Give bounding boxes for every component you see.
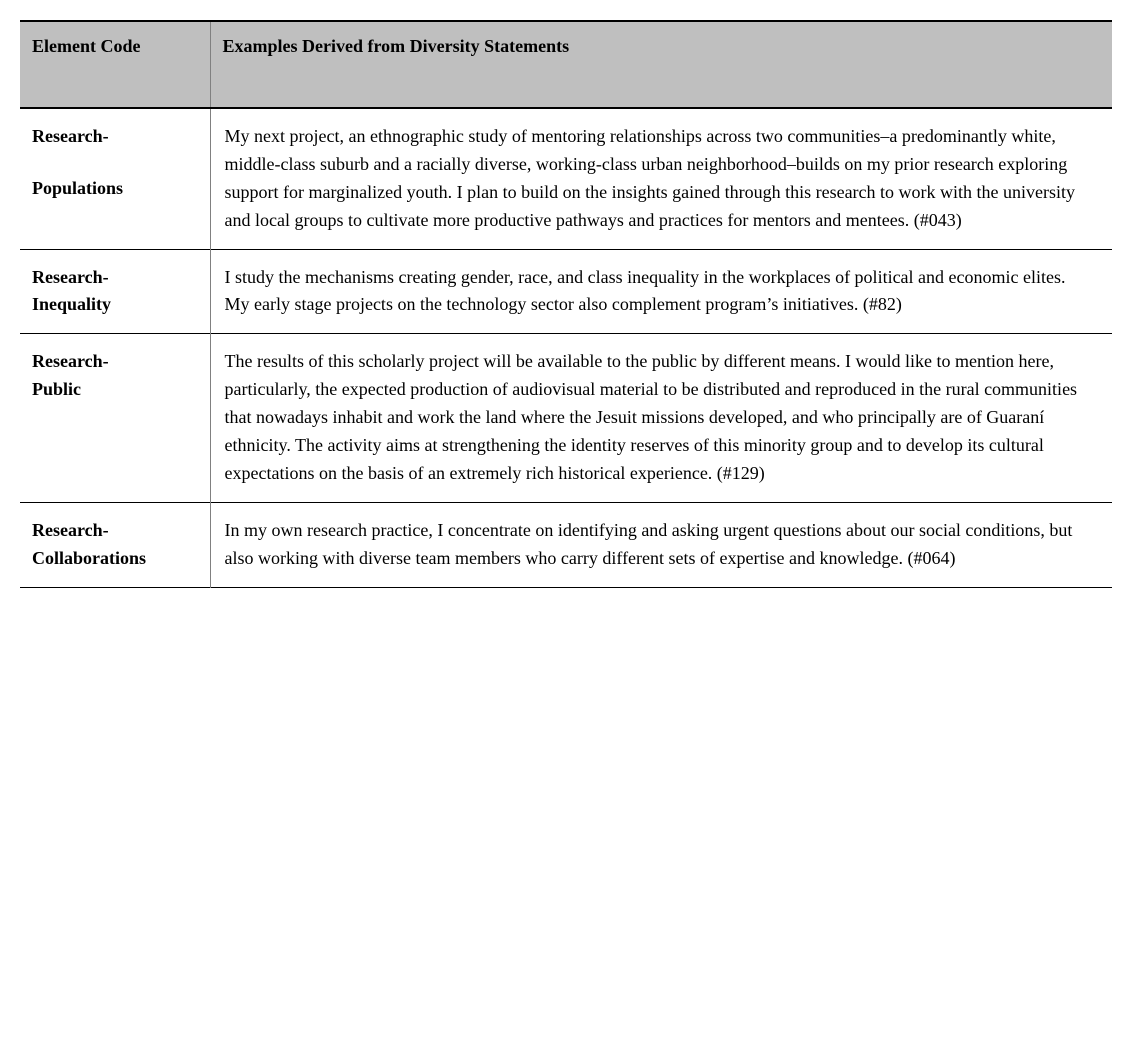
code-line2: Public — [32, 376, 198, 404]
code-line2: Collaborations — [32, 545, 198, 573]
table-row: Research- Populations My next project, a… — [20, 108, 1112, 249]
col-header-element-code: Element Code — [20, 21, 210, 108]
code-line2: Populations — [32, 175, 198, 203]
example-cell: I study the mechanisms creating gender, … — [210, 249, 1112, 334]
table-row: Research- Inequality I study the mechani… — [20, 249, 1112, 334]
table-header-row: Element Code Examples Derived from Diver… — [20, 21, 1112, 108]
table-row: Research- Collaborations In my own resea… — [20, 502, 1112, 587]
element-code-cell: Research- Collaborations — [20, 502, 210, 587]
code-line1: Research- — [32, 264, 198, 292]
code-line2: Inequality — [32, 291, 198, 319]
element-code-cell: Research- Populations — [20, 108, 210, 249]
example-cell: The results of this scholarly project wi… — [210, 334, 1112, 502]
col-header-examples: Examples Derived from Diversity Statemen… — [210, 21, 1112, 108]
code-spacer — [32, 151, 198, 175]
example-cell: My next project, an ethnographic study o… — [210, 108, 1112, 249]
diversity-examples-table: Element Code Examples Derived from Diver… — [20, 20, 1112, 588]
element-code-cell: Research- Public — [20, 334, 210, 502]
element-code-cell: Research- Inequality — [20, 249, 210, 334]
code-line1: Research- — [32, 123, 198, 151]
example-cell: In my own research practice, I concentra… — [210, 502, 1112, 587]
code-line1: Research- — [32, 348, 198, 376]
table-row: Research- Public The results of this sch… — [20, 334, 1112, 502]
code-line1: Research- — [32, 517, 198, 545]
